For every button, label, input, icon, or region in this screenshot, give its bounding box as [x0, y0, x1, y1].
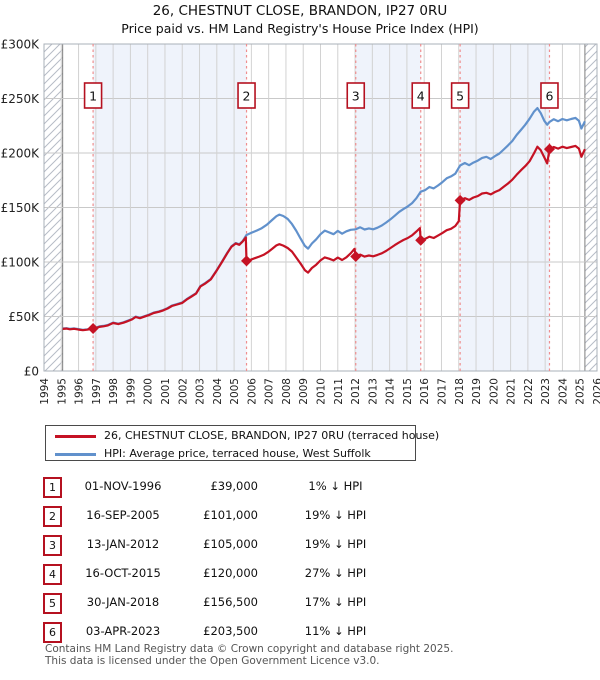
svg-text:2025: 2025: [575, 378, 587, 405]
svg-text:2009: 2009: [298, 378, 310, 405]
table-row: 1 01-NOV-1996 £39,000 1% ↓ HPI: [0, 477, 600, 498]
licence-line-2: This data is licensed under the Open Gov…: [45, 654, 380, 667]
sale-number-badge: 2: [43, 506, 62, 527]
svg-text:2001: 2001: [160, 378, 172, 405]
svg-text:2002: 2002: [177, 378, 189, 405]
sale-date: 01-NOV-1996: [84, 479, 162, 493]
price-history-chart: £0 £50K £100K £150K £200K £250K £300K 1994 1995 1…: [1, 38, 600, 405]
licence-line-1: Contains HM Land Registry data © Crown c…: [45, 643, 454, 655]
svg-text:£0: £0: [24, 365, 39, 379]
svg-text:2013: 2013: [367, 378, 379, 405]
svg-text:2: 2: [243, 89, 251, 104]
table-row: 2 16-SEP-2005 £101,000 19% ↓ HPI: [0, 506, 600, 527]
sale-price: £39,000: [210, 479, 258, 493]
legend-label-property: 26, CHESTNUT CLOSE, BRANDON, IP27 0RU (t…: [104, 429, 440, 442]
sale-vs-hpi: 19% ↓ HPI: [304, 537, 367, 551]
svg-text:2019: 2019: [471, 378, 483, 405]
svg-text:1998: 1998: [108, 378, 120, 405]
page-subtitle: Price paid vs. HM Land Registry's House …: [121, 21, 479, 36]
legend-row-hpi: HPI: Average price, terraced house, West…: [46, 446, 415, 462]
sale-number-badge: 4: [43, 564, 62, 585]
sale-number-badge: 6: [43, 622, 62, 643]
svg-text:5: 5: [456, 89, 464, 104]
svg-text:2008: 2008: [281, 378, 293, 405]
sale-date: 30-JAN-2018: [86, 595, 160, 609]
svg-text:2011: 2011: [333, 378, 345, 405]
sale-price: £120,000: [203, 566, 258, 580]
sale-number-badge: 5: [43, 593, 62, 614]
svg-text:3: 3: [352, 89, 360, 104]
svg-text:2016: 2016: [419, 378, 431, 405]
svg-text:£50K: £50K: [8, 310, 40, 324]
svg-text:4: 4: [417, 89, 425, 104]
page-title: 26, CHESTNUT CLOSE, BRANDON, IP27 0RU: [152, 3, 448, 19]
sale-date: 03-APR-2023: [85, 624, 161, 638]
svg-text:2003: 2003: [195, 378, 207, 405]
svg-text:1996: 1996: [74, 378, 86, 405]
legend-row-property: 26, CHESTNUT CLOSE, BRANDON, IP27 0RU (t…: [46, 428, 439, 444]
svg-text:1995: 1995: [56, 378, 68, 405]
legend-label-hpi: HPI: Average price, terraced house, West…: [104, 447, 371, 460]
svg-text:1997: 1997: [91, 378, 103, 405]
svg-text:2020: 2020: [488, 378, 500, 405]
svg-text:2005: 2005: [229, 378, 241, 405]
sale-price: £156,500: [203, 595, 258, 609]
svg-text:2017: 2017: [436, 378, 448, 405]
svg-text:2010: 2010: [316, 378, 328, 405]
svg-text:2000: 2000: [143, 378, 155, 405]
table-row: 3 13-JAN-2012 £105,000 19% ↓ HPI: [0, 535, 600, 556]
svg-text:£250K: £250K: [1, 92, 41, 106]
svg-text:£150K: £150K: [1, 201, 41, 215]
svg-text:£200K: £200K: [1, 147, 41, 161]
table-row: 5 30-JAN-2018 £156,500 17% ↓ HPI: [0, 593, 600, 614]
svg-text:2022: 2022: [523, 378, 535, 405]
svg-text:2024: 2024: [557, 378, 569, 405]
sale-vs-hpi: 27% ↓ HPI: [304, 566, 367, 580]
sale-date: 13-JAN-2012: [86, 537, 160, 551]
svg-text:2023: 2023: [540, 378, 552, 405]
sale-date: 16-SEP-2005: [86, 508, 160, 522]
svg-text:£100K: £100K: [1, 256, 41, 270]
sale-price: £203,500: [203, 624, 258, 638]
sale-number-badge: 1: [43, 477, 62, 498]
sale-price: £101,000: [203, 508, 258, 522]
svg-text:2007: 2007: [264, 378, 276, 405]
svg-text:2006: 2006: [246, 378, 258, 405]
table-row: 4 16-OCT-2015 £120,000 27% ↓ HPI: [0, 564, 600, 585]
svg-text:1: 1: [89, 89, 97, 104]
svg-text:1994: 1994: [39, 378, 51, 405]
chart-legend: 26, CHESTNUT CLOSE, BRANDON, IP27 0RU (t…: [45, 425, 439, 462]
sale-vs-hpi: 19% ↓ HPI: [304, 508, 367, 522]
svg-text:1999: 1999: [125, 378, 137, 405]
svg-text:6: 6: [546, 89, 554, 104]
svg-text:2018: 2018: [454, 378, 466, 405]
sale-vs-hpi: 1% ↓ HPI: [308, 479, 363, 493]
svg-text:£300K: £300K: [1, 38, 41, 52]
svg-text:2026: 2026: [592, 378, 600, 405]
svg-text:2015: 2015: [402, 378, 414, 405]
licence-note: Contains HM Land Registry data © Crown c…: [45, 643, 585, 667]
table-row: 6 03-APR-2023 £203,500 11% ↓ HPI: [0, 622, 600, 643]
sale-number-badge: 3: [43, 535, 62, 556]
sale-vs-hpi: 11% ↓ HPI: [304, 624, 367, 638]
svg-text:2021: 2021: [506, 378, 518, 405]
hpi-line-swatch: [55, 453, 96, 456]
sale-price: £105,000: [203, 537, 258, 551]
svg-text:2004: 2004: [212, 378, 224, 405]
sale-vs-hpi: 17% ↓ HPI: [304, 595, 367, 609]
sale-date: 16-OCT-2015: [85, 566, 161, 580]
property-line-swatch: [55, 435, 96, 438]
svg-text:2012: 2012: [350, 378, 362, 405]
svg-text:2014: 2014: [385, 378, 397, 405]
